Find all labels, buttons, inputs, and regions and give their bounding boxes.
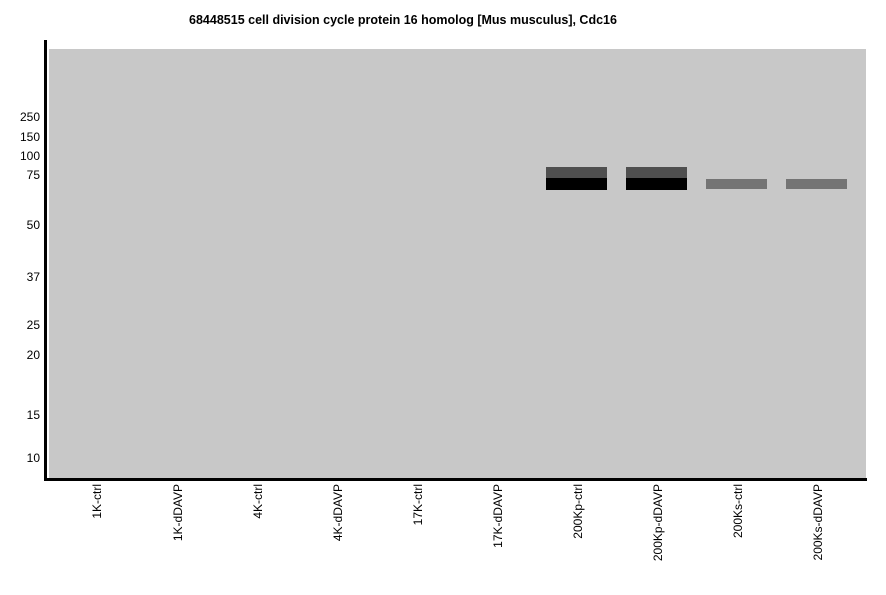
mw-marker-label: 50 [26,218,40,232]
mw-marker-label: 20 [26,348,40,362]
lane-label: 4K-ctrl [250,484,265,519]
gel-background [49,49,866,478]
mw-marker-label: 150 [19,130,40,144]
lane-label: 200Ks-ctrl [730,484,745,539]
lane-label: 17K-ctrl [410,484,425,526]
y-axis-spine [44,40,47,481]
lane-label: 200Kp-dDAVP [650,484,665,562]
lane-label: 200Kp-ctrl [570,484,585,539]
mw-marker-label: 100 [19,149,40,163]
lane-label: 200Ks-dDAVP [810,484,825,561]
lane-label: 4K-dDAVP [330,484,345,542]
protein-band-segment [625,178,687,190]
lane-label: 1K-ctrl [89,484,104,519]
mw-marker-label: 250 [19,110,40,124]
figure-title: 68448515 cell division cycle protein 16 … [189,13,617,27]
protein-band-segment [705,179,767,189]
lane-label: 1K-dDAVP [170,484,185,542]
protein-band-segment [785,179,847,189]
mw-marker-label: 75 [26,168,40,182]
mw-marker-label: 25 [26,318,40,332]
mw-marker-label: 15 [26,408,40,422]
protein-band-segment [545,167,607,178]
mw-marker-label: 10 [26,451,40,465]
protein-band-segment [545,178,607,190]
x-axis-spine [44,478,867,481]
protein-band-segment [625,167,687,178]
mw-marker-label: 37 [26,270,40,284]
lane-label: 17K-dDAVP [490,484,505,548]
